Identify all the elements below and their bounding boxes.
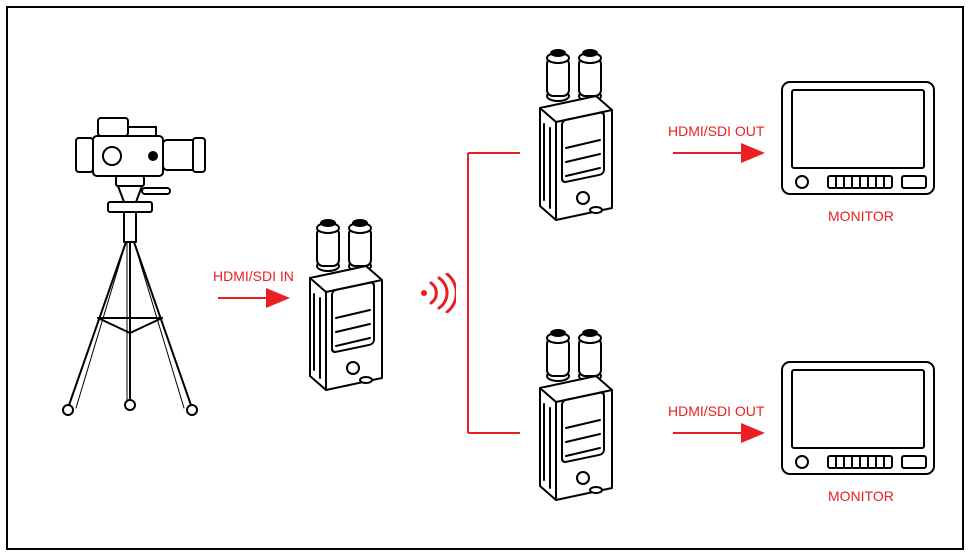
monitor-1-node	[778, 78, 938, 198]
monitor-icon	[778, 358, 938, 478]
label-out-2: HDMI/SDI OUT	[668, 403, 764, 419]
monitor-icon	[778, 78, 938, 198]
receiver-2-node	[528, 318, 623, 508]
monitor-2-node	[778, 358, 938, 478]
label-in: HDMI/SDI IN	[213, 268, 294, 284]
diagram-frame: HDMI/SDI IN HDMI/SDI OUT HDMI/SDI OUT MO…	[6, 6, 964, 550]
label-monitor-1: MONITOR	[828, 208, 894, 224]
receiver-icon	[528, 38, 623, 228]
label-monitor-2: MONITOR	[828, 488, 894, 504]
transmitter-node	[298, 208, 393, 398]
wireless-icon	[416, 273, 456, 313]
camera-icon	[38, 108, 218, 428]
label-out-1: HDMI/SDI OUT	[668, 123, 764, 139]
wireless-node	[416, 273, 456, 313]
split-path	[468, 153, 520, 433]
transmitter-icon	[298, 208, 393, 398]
camera-node	[38, 108, 218, 428]
receiver-1-node	[528, 38, 623, 228]
receiver-icon	[528, 318, 623, 508]
